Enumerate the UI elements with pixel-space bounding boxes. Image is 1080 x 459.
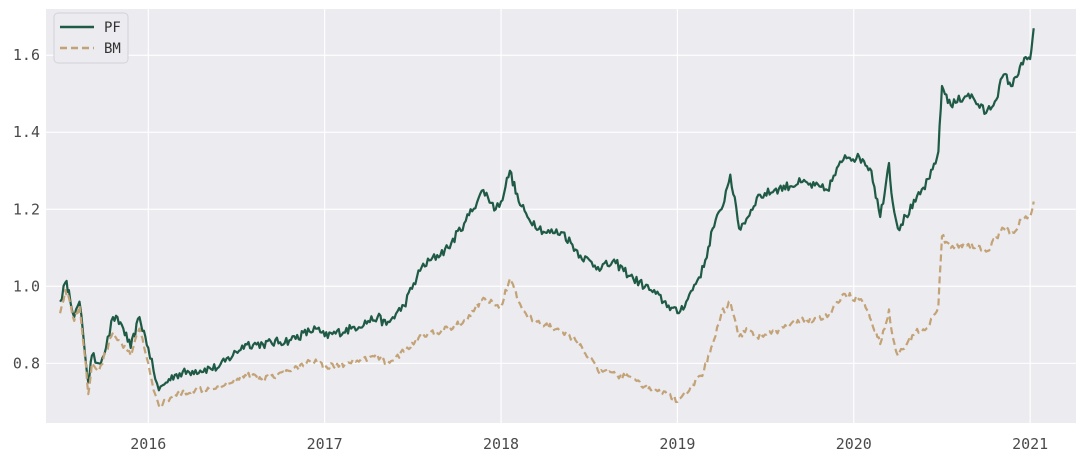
x-tick-label: 2018: [483, 435, 519, 453]
y-tick-label: 1.2: [13, 200, 40, 218]
y-tick-label: 0.8: [13, 354, 40, 372]
legend-label-pf: PF: [104, 20, 121, 36]
x-tick-label: 2019: [659, 435, 695, 453]
series-line-bm: [59, 201, 1035, 407]
y-tick-labels: 0.8 1.0 1.2 1.4 1.6: [13, 46, 40, 372]
x-tick-labels: 2016 2017 2018 2019 2020 2021: [130, 435, 1048, 453]
legend-box: [53, 12, 129, 64]
plot-area: [46, 9, 1076, 423]
series-line-pf: [59, 28, 1035, 392]
y-tick-label: 1.0: [13, 277, 40, 295]
x-tick-label: 2016: [130, 435, 166, 453]
x-tick-label: 2020: [836, 435, 872, 453]
x-tick-label: 2017: [307, 435, 343, 453]
y-tick-label: 1.6: [13, 46, 40, 64]
y-tick-label: 1.4: [13, 123, 40, 141]
legend: PF BM: [53, 12, 129, 64]
series-layer: [59, 28, 1035, 407]
legend-label-bm: BM: [104, 41, 121, 57]
y-gridlines: [46, 54, 1076, 364]
x-tick-label: 2021: [1012, 435, 1048, 453]
